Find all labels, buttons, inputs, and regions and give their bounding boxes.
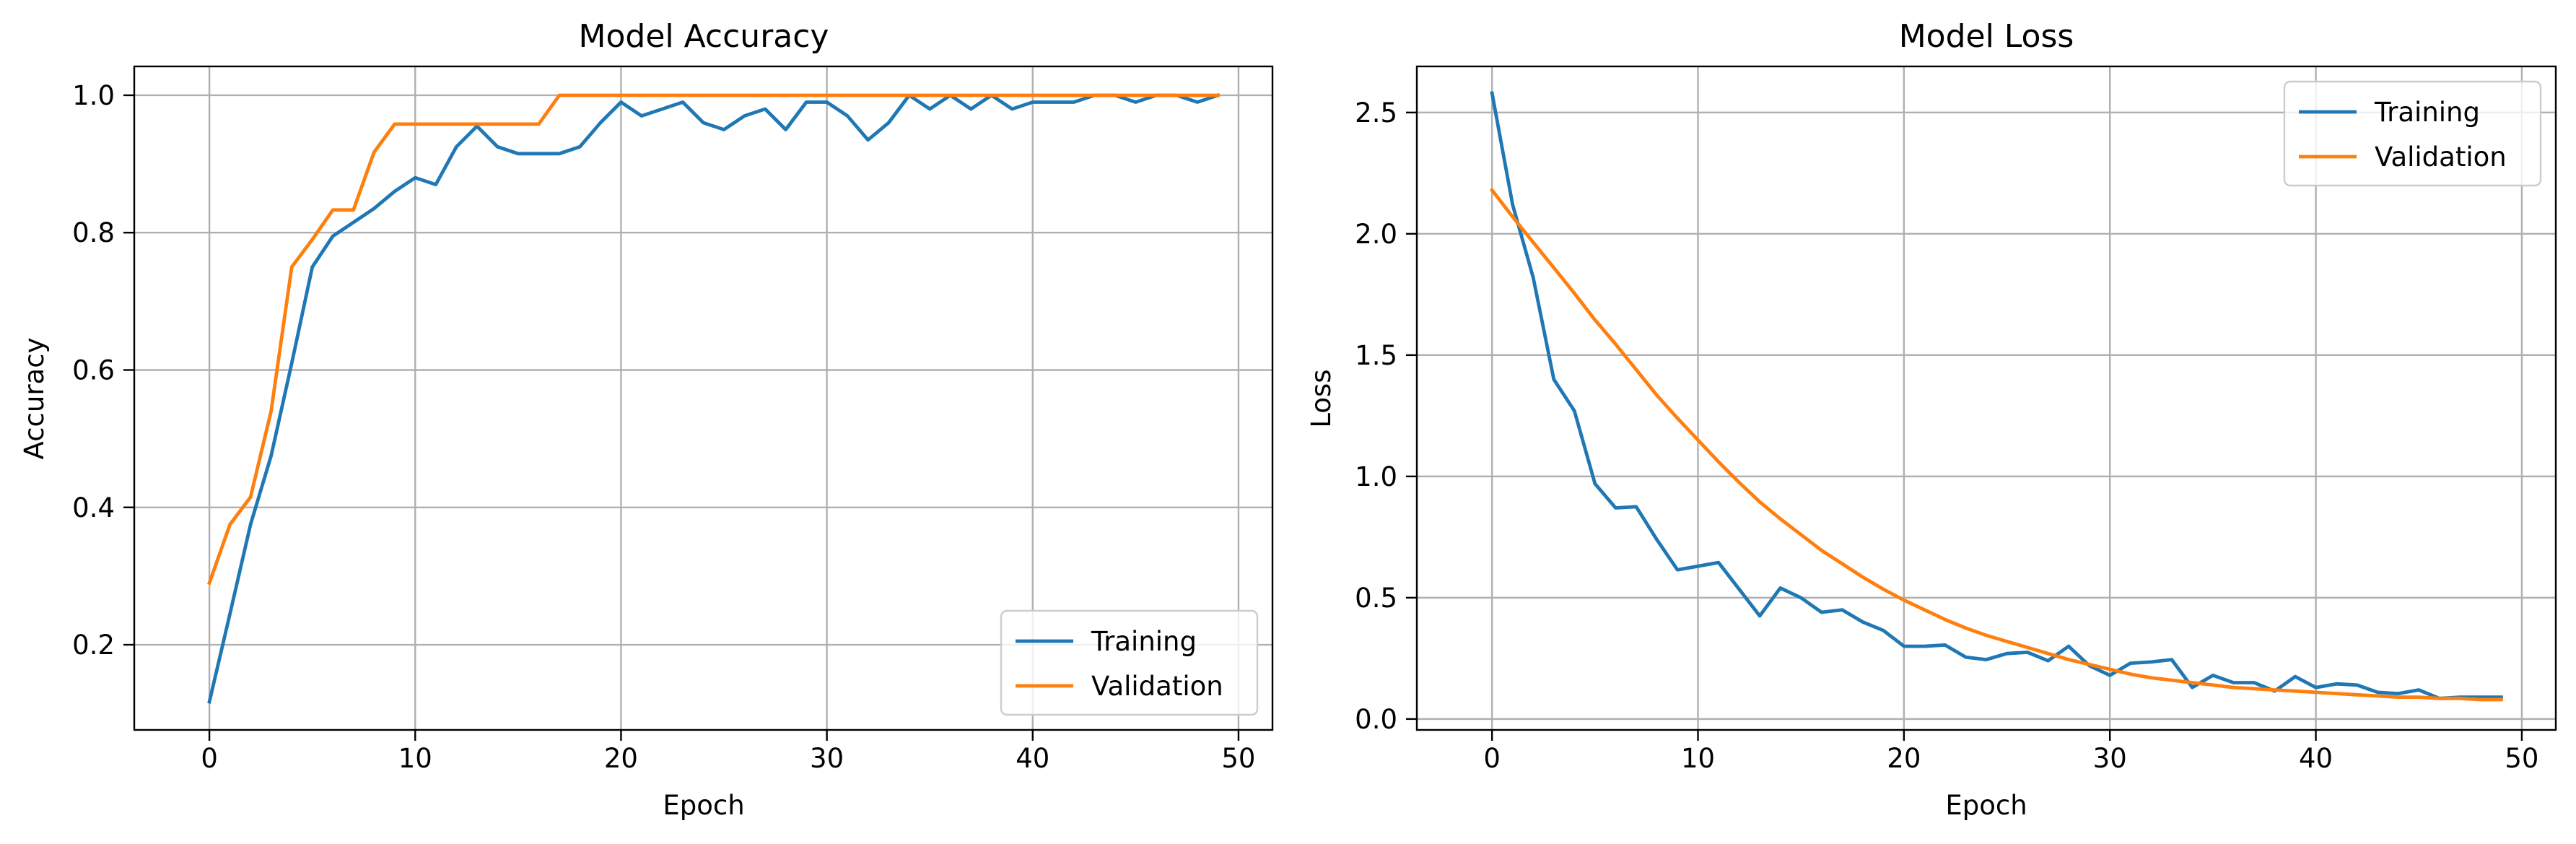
accuracy-legend-box <box>1000 609 1259 716</box>
accuracy-legend-training-label: Training <box>1091 626 1197 657</box>
loss-series-validation-line <box>1489 188 2503 702</box>
loss-x-axis-label: Epoch <box>1945 790 2027 821</box>
accuracy-y-tick-label: 1.0 <box>72 80 115 111</box>
accuracy-x-axis-label: Epoch <box>663 790 744 821</box>
loss-x-tick-label: 20 <box>1887 743 1921 774</box>
accuracy-series <box>207 92 1221 704</box>
accuracy-legend-validation-label: Validation <box>1091 671 1223 702</box>
loss-x-tick-label: 50 <box>2505 743 2538 774</box>
accuracy-chart: Model Accuracy 0 10 20 30 40 50 0.2 0.4 0.6 0.8 1.… <box>19 18 1274 821</box>
loss-legend: Training Validation <box>2283 80 2542 187</box>
loss-series-training-line <box>1490 91 2503 700</box>
accuracy-y-axis-label: Accuracy <box>19 338 50 460</box>
accuracy-x-tick-label: 50 <box>1221 743 1255 774</box>
accuracy-y-tick-label: 0.2 <box>72 630 115 661</box>
accuracy-x-tick-label: 30 <box>810 743 844 774</box>
loss-x-tick-label: 40 <box>2299 743 2333 774</box>
accuracy-series-validation-line <box>207 93 1220 586</box>
accuracy-x-tick-label: 20 <box>604 743 638 774</box>
accuracy-x-tick-label: 10 <box>398 743 432 774</box>
loss-y-tick-label: 2.0 <box>1355 219 1397 250</box>
accuracy-plot-frame <box>133 65 1274 731</box>
accuracy-series-training-line <box>207 92 1221 704</box>
loss-plot-frame <box>1415 65 2557 731</box>
loss-y-tick-label: 1.5 <box>1355 340 1397 371</box>
loss-y-tick-label: 2.5 <box>1355 97 1397 129</box>
loss-y-axis-label: Loss <box>1306 369 1337 427</box>
accuracy-chart-title: Model Accuracy <box>579 18 829 55</box>
loss-y-tick-label: 1.0 <box>1355 461 1397 492</box>
loss-x-tick-label: 0 <box>1483 743 1501 774</box>
accuracy-y-tick-label: 0.6 <box>72 354 115 386</box>
accuracy-legend: Training Validation <box>1000 609 1259 716</box>
loss-x-tick-label: 10 <box>1681 743 1715 774</box>
loss-y-tick-label: 0.0 <box>1355 704 1397 735</box>
loss-ticks: 0 10 20 30 40 50 0.0 0.5 1.0 1.5 2.0 2.5 <box>1355 97 2538 774</box>
loss-legend-training-label: Training <box>2374 97 2480 128</box>
accuracy-y-tick-label: 0.4 <box>72 492 115 523</box>
loss-legend-box <box>2283 80 2542 187</box>
accuracy-x-tick-label: 0 <box>201 743 218 774</box>
loss-legend-validation-label: Validation <box>2375 142 2507 173</box>
loss-chart: Model Loss 0 10 20 30 40 50 0.0 0.5 1.0 1.5 2.0 2.5… <box>1306 18 2557 821</box>
loss-chart-title: Model Loss <box>1899 18 2074 55</box>
loss-x-tick-label: 30 <box>2093 743 2127 774</box>
accuracy-y-tick-label: 0.8 <box>72 217 115 248</box>
loss-y-tick-label: 0.5 <box>1355 583 1397 614</box>
accuracy-x-tick-label: 40 <box>1016 743 1049 774</box>
accuracy-grid <box>134 66 1272 730</box>
accuracy-ticks: 0 10 20 30 40 50 0.2 0.4 0.6 0.8 1.0 <box>72 80 1255 774</box>
loss-series <box>1489 91 2503 702</box>
